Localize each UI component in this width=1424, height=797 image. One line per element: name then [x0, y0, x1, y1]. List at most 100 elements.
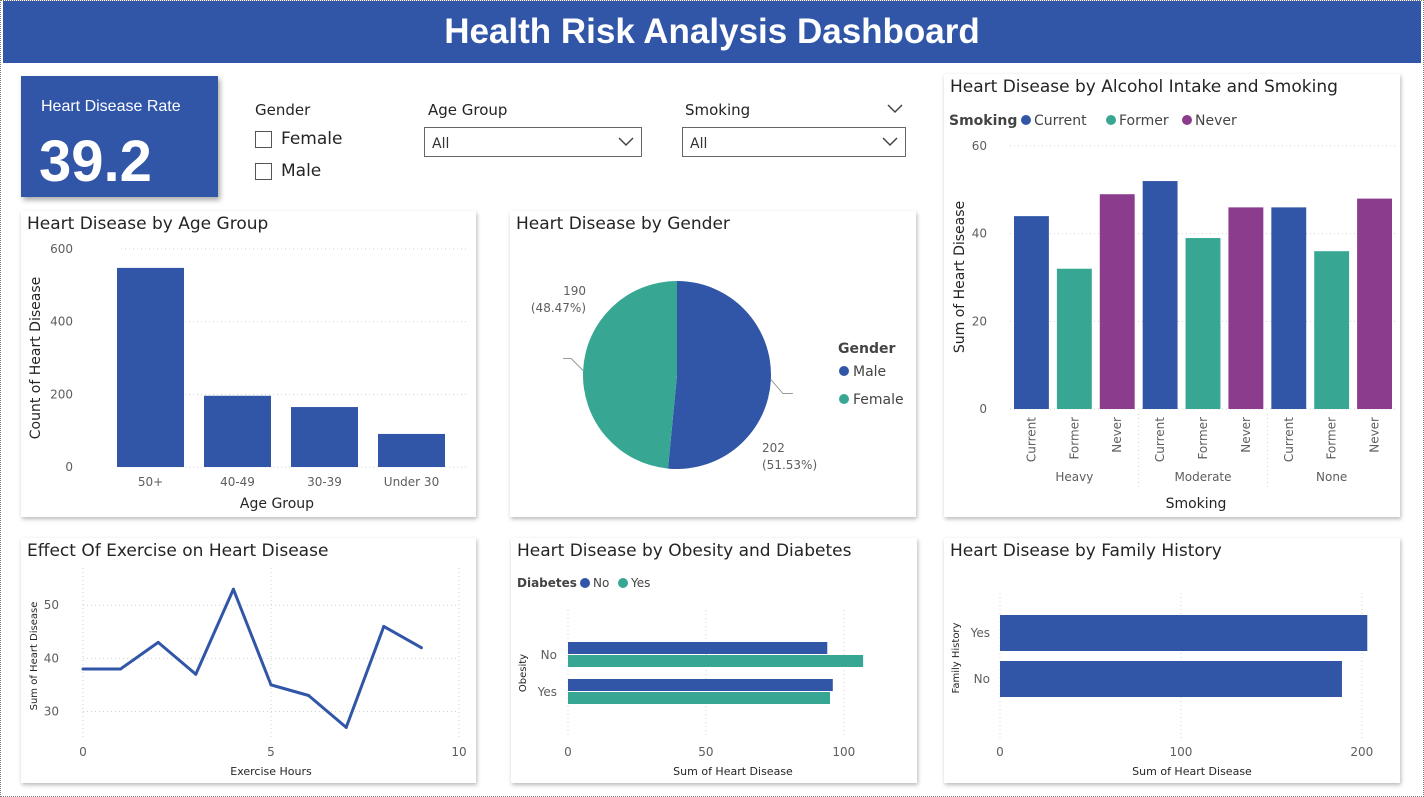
x-tick-label: Former	[1196, 417, 1210, 460]
family-history-chart: 0 100 200 Yes No Sum of Heart Disease Family H…	[951, 593, 1373, 778]
bar-heavy-current	[1014, 216, 1049, 409]
x-tick-label: 200	[1350, 745, 1373, 759]
x-axis-title: Smoking	[1166, 496, 1227, 512]
y-axis-title: Sum of Heart Disease	[29, 602, 40, 711]
x-tick-label: 100	[1169, 745, 1192, 759]
pie-slice-male	[667, 281, 772, 469]
y-axis-title: Family History	[951, 622, 962, 693]
gender-slicer-label: Gender	[255, 101, 311, 119]
x-tick-label: Current	[1153, 417, 1167, 462]
y-tick-label: 0	[979, 402, 987, 416]
bar-obesity-yes-diabetes-no	[568, 679, 833, 691]
legend-label-never: Never	[1195, 113, 1237, 129]
y-tick-label: 40	[44, 651, 59, 665]
legend-title: Diabetes	[517, 576, 577, 590]
dashboard-title: Health Risk Analysis Dashboard	[444, 12, 980, 51]
legend-label-male: Male	[853, 364, 886, 380]
bar-40-49	[204, 395, 271, 467]
x-tick-label: Current	[1282, 417, 1296, 462]
y-tick-label: 60	[972, 139, 987, 153]
x-tick-label: Never	[1110, 417, 1124, 453]
x-tick-label: 50	[698, 745, 713, 759]
x-tick-label: 0	[79, 745, 87, 759]
kpi-label: Heart Disease Rate	[41, 98, 181, 115]
smoking-dropdown[interactable]: All	[682, 127, 906, 157]
chevron-down-icon	[882, 137, 898, 147]
leader-line	[563, 357, 584, 371]
data-point	[156, 640, 160, 644]
y-tick-label: 0	[65, 460, 73, 474]
data-point	[307, 694, 311, 697]
legend-title: Smoking	[949, 113, 1017, 129]
bar-moderate-former	[1185, 238, 1221, 409]
leader-line	[770, 379, 793, 395]
age-group-dropdown[interactable]: All	[424, 127, 642, 157]
legend-marker-former	[1106, 115, 1116, 125]
data-point	[382, 624, 386, 628]
gender-pie-chart: 202 (51.53%) 190 (48.47%) Gender Male Female	[531, 281, 904, 472]
female-option-label: Female	[281, 129, 343, 149]
bar-obesity-yes-diabetes-yes	[568, 692, 831, 704]
y-tick-label: 40	[972, 227, 987, 241]
gender-option-male[interactable]: Male	[255, 161, 321, 181]
age-group-slicer-label: Age Group	[428, 101, 508, 119]
x-tick-label: Never	[1368, 417, 1382, 453]
female-checkbox[interactable]	[255, 130, 272, 148]
data-point	[269, 683, 273, 687]
legend-marker-no	[580, 578, 590, 588]
y-tick-label: 30	[44, 704, 59, 718]
alcohol-chart-title: Heart Disease by Alcohol Intake and Smok…	[950, 77, 1338, 97]
bar-none-former	[1314, 251, 1350, 409]
chevron-down-icon[interactable]	[887, 103, 903, 115]
data-point	[419, 646, 423, 650]
legend-label-female: Female	[853, 392, 904, 408]
x-tick-label: 0	[996, 745, 1004, 759]
bar-50+	[117, 267, 184, 467]
data-label-male-pct: (51.53%)	[762, 458, 817, 472]
y-tick-label: 200	[50, 387, 73, 401]
x-tick-label: 30-39	[307, 475, 342, 489]
bar-none-never	[1357, 198, 1392, 409]
data-point	[194, 672, 198, 676]
bar-obesity-no-diabetes-no	[568, 642, 828, 654]
x-tick-label: Former	[1067, 417, 1081, 460]
y-tick-label: 600	[50, 242, 73, 256]
legend-marker-current	[1021, 115, 1031, 125]
legend-marker-yes	[618, 578, 628, 588]
group-label-none: None	[1316, 470, 1347, 484]
legend-marker-male	[839, 366, 849, 376]
legend-label-no: No	[593, 576, 609, 590]
data-point	[231, 587, 235, 591]
bar-30-39	[291, 407, 358, 467]
legend-label-current: Current	[1034, 113, 1087, 129]
y-tick-label: No	[974, 672, 990, 686]
series-line	[83, 587, 423, 729]
y-tick-label: Yes	[537, 685, 557, 699]
legend-label-former: Former	[1119, 113, 1169, 129]
y-tick-label: 50	[44, 598, 59, 612]
x-tick-label: 5	[267, 745, 275, 759]
x-tick-label: Never	[1239, 417, 1253, 453]
data-label-female-pct: (48.47%)	[531, 301, 586, 315]
family-chart-title: Heart Disease by Family History	[950, 541, 1222, 561]
data-point	[81, 667, 85, 671]
age-group-chart: 0 200 400 600 50+ 40-49 30-39 Under 30 Age Group…	[28, 242, 469, 512]
group-label-heavy: Heavy	[1055, 470, 1093, 484]
dashboard-header: Health Risk Analysis Dashboard	[3, 1, 1421, 63]
male-option-label: Male	[281, 161, 322, 181]
gender-option-female[interactable]: Female	[255, 129, 342, 149]
bar-moderate-never	[1228, 207, 1264, 409]
group-label-moderate: Moderate	[1174, 470, 1231, 484]
male-checkbox[interactable]	[255, 162, 272, 180]
x-tick-label: 40-49	[220, 475, 255, 489]
x-tick-label: Under 30	[384, 475, 439, 489]
age-group-dropdown-value: All	[432, 136, 450, 152]
bar-Under 30	[378, 433, 445, 467]
y-tick-label: 20	[972, 314, 987, 328]
x-tick-label: 10	[451, 745, 466, 759]
legend-title: Gender	[838, 341, 895, 357]
x-tick-label: 100	[832, 745, 855, 759]
kpi-value: 39.2	[39, 129, 152, 194]
exercise-chart-card: Effect Of Exercise on Heart Disease 30 40…	[21, 538, 476, 783]
